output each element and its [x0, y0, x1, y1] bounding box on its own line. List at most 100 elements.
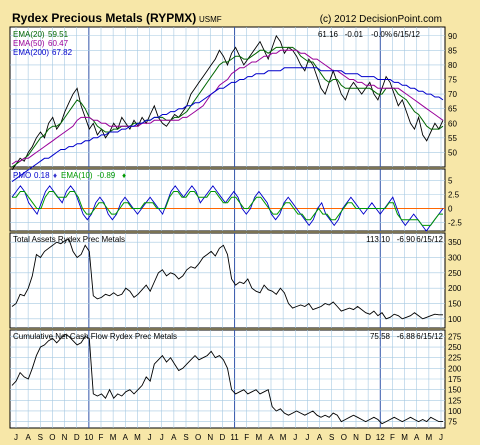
- series-price-price: [11, 34, 444, 171]
- copyright-text: (c) 2012 DecisionPoint.com: [320, 14, 442, 25]
- x-tick-label: M: [280, 433, 287, 442]
- legend-ema200-value: 67.82: [52, 48, 73, 57]
- x-tick-label: J: [293, 433, 297, 442]
- x-tick-label: A: [123, 433, 129, 442]
- x-tick-label: J: [305, 433, 309, 442]
- legend-pmo-label: PMO: [13, 171, 31, 180]
- pmo-up-marker-icon: ♦: [53, 171, 57, 180]
- x-axis: J A S O N D 10 F M A M J J A S O N D 11 F M A M J J A S O N D 12 F M A M J: [14, 433, 443, 442]
- y-tick-label: 100: [448, 407, 462, 416]
- y-tick-label: 50: [448, 148, 457, 157]
- pmo-legend: PMO 0.18 ♦ EMA(10) -0.89 ♦: [13, 171, 126, 180]
- assets-title: Total Assets Rydex Prec Metals: [13, 235, 125, 244]
- y-tick-label: 2.5: [448, 190, 460, 199]
- x-tick-label: J: [439, 433, 443, 442]
- legend-pmo-signal-value: -0.89: [97, 171, 116, 180]
- x-tick-label: M: [134, 433, 141, 442]
- series-pmo-ema-10-: [12, 191, 443, 226]
- x-tick-label: O: [49, 433, 55, 442]
- x-tick-label: A: [268, 433, 274, 442]
- x-tick-label: 12: [376, 433, 385, 442]
- price-change: -0.01: [345, 30, 364, 39]
- y-tick-label: 90: [448, 32, 457, 41]
- y-tick-label: 225: [448, 354, 462, 363]
- chart-title: Rydex Precious Metals (RYPMX): [12, 11, 196, 25]
- price-last: 61.16: [318, 30, 339, 39]
- cashflow-change: -6.88: [397, 332, 416, 341]
- x-tick-label: O: [195, 433, 201, 442]
- y-tick-label: 150: [448, 299, 462, 308]
- x-tick-label: J: [160, 433, 164, 442]
- x-tick-label: M: [110, 433, 117, 442]
- series-price-ema-50-: [11, 49, 444, 165]
- x-tick-label: N: [207, 433, 213, 442]
- x-tick-label: F: [244, 433, 249, 442]
- assets-last: 113.10: [366, 235, 390, 244]
- y-tick-label: 85: [448, 46, 457, 55]
- y-tick-label: 60: [448, 119, 457, 128]
- legend-ema50-label: EMA(50): [13, 39, 45, 48]
- y-tick-label: 0: [448, 204, 453, 213]
- x-tick-label: F: [99, 433, 104, 442]
- y-tick-label: 250: [448, 269, 462, 278]
- series-cashflow-net-cash-flow: [11, 333, 443, 425]
- series-pmo-pmo: [11, 185, 444, 232]
- panel-price: [9, 26, 446, 168]
- x-tick-label: A: [25, 433, 31, 442]
- y-tick-label: 65: [448, 105, 457, 114]
- x-tick-label: J: [148, 433, 152, 442]
- x-tick-label: A: [414, 433, 420, 442]
- assets-last-values: 113.10 -6.90 6/15/12: [366, 235, 443, 244]
- x-tick-label: J: [14, 433, 18, 442]
- x-tick-label: O: [341, 433, 347, 442]
- y-tick-label: 70: [448, 90, 457, 99]
- x-tick-label: D: [220, 433, 226, 442]
- cashflow-last: 75.58: [370, 332, 391, 341]
- y-tick-label: 175: [448, 375, 462, 384]
- y-tick-label: 75: [448, 418, 457, 427]
- y-tick-label: 300: [448, 254, 462, 263]
- legend-ema50-value: 60.47: [48, 39, 69, 48]
- x-tick-label: 10: [84, 433, 93, 442]
- x-tick-label: M: [426, 433, 433, 442]
- y-tick-label: 275: [448, 332, 462, 341]
- legend-ema20-value: 59.51: [48, 30, 69, 39]
- x-tick-label: N: [353, 433, 359, 442]
- x-tick-label: D: [365, 433, 371, 442]
- y-tick-label: 150: [448, 386, 462, 395]
- price-pct: -0.0%: [371, 30, 392, 39]
- x-tick-label: F: [390, 433, 395, 442]
- panel-assets: [9, 232, 446, 329]
- cashflow-title: Cumulative Net Cash Flow Rydex Prec Meta…: [13, 332, 177, 341]
- cashflow-last-values: 75.58 -6.88 6/15/12: [370, 332, 444, 341]
- legend-pmo-value: 0.18: [34, 171, 50, 180]
- y-tick-label: 5: [448, 176, 453, 185]
- y-tick-label: -2.5: [448, 219, 462, 228]
- x-tick-label: S: [183, 433, 188, 442]
- x-tick-label: S: [38, 433, 43, 442]
- y-tick-label: 125: [448, 396, 462, 405]
- series-price-ema-200-: [11, 67, 444, 183]
- x-tick-label: 11: [230, 433, 239, 442]
- pmo-signal-marker-icon: ♦: [122, 171, 126, 180]
- x-tick-label: M: [401, 433, 408, 442]
- y-tick-label: 100: [448, 315, 462, 324]
- series-assets-total-assets: [11, 238, 443, 320]
- legend-ema200-label: EMA(200): [13, 48, 49, 57]
- y-tick-label: 200: [448, 284, 462, 293]
- x-tick-label: N: [62, 433, 68, 442]
- y-tick-label: 80: [448, 61, 457, 70]
- price-date: 6/15/12: [393, 30, 420, 39]
- legend-ema20-label: EMA(20): [13, 30, 45, 39]
- y-tick-label: 200: [448, 364, 462, 373]
- assets-change: -6.90: [397, 235, 416, 244]
- assets-date: 6/15/12: [416, 235, 443, 244]
- price-last-values: 61.16 -0.01 -0.0% 6/15/12: [318, 30, 421, 39]
- x-tick-label: D: [74, 433, 80, 442]
- y-tick-label: 55: [448, 134, 457, 143]
- cashflow-date: 6/15/12: [416, 332, 443, 341]
- series-price-ema-20-: [11, 46, 444, 168]
- exchange-label: USMF: [199, 15, 222, 24]
